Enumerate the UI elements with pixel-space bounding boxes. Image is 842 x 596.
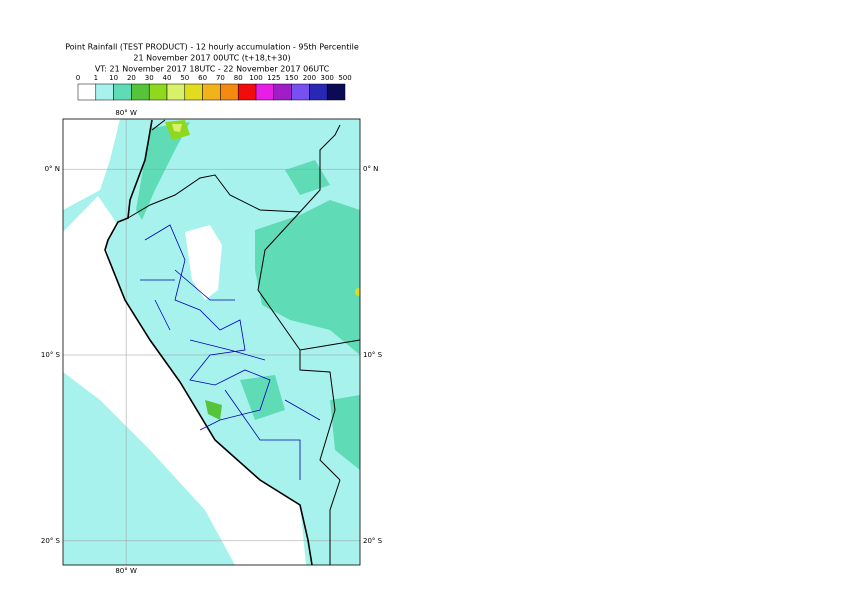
legend-label: 125 xyxy=(267,74,280,82)
title-line: VT: 21 November 2017 18UTC - 22 November… xyxy=(95,65,330,74)
titles: Point Rainfall (TEST PRODUCT) - 12 hourl… xyxy=(65,43,359,74)
wet-area xyxy=(255,200,360,355)
lat-label: 0° N xyxy=(45,165,60,173)
lon-label: 80° W xyxy=(115,567,137,575)
legend-label: 1 xyxy=(94,74,98,82)
legend-swatch xyxy=(113,83,132,101)
legend-swatch xyxy=(202,83,221,101)
legend-swatch xyxy=(131,83,150,101)
wet-area xyxy=(285,160,330,195)
wet-area xyxy=(172,124,182,132)
legend-label: 40 xyxy=(163,74,172,82)
legend-label: 80 xyxy=(234,74,243,82)
legend-swatch xyxy=(326,83,346,101)
coastline xyxy=(104,119,313,565)
lat-label: 20° S xyxy=(41,537,61,545)
wet-area xyxy=(136,122,190,220)
dry-ocean xyxy=(63,119,120,210)
legend-label: 150 xyxy=(285,74,298,82)
map xyxy=(63,119,360,565)
dry-ocean xyxy=(63,196,306,565)
lat-label: 0° N xyxy=(363,165,378,173)
legend-swatch xyxy=(184,83,203,101)
lon-label: 80° W xyxy=(115,109,137,117)
legend-label: 10 xyxy=(109,74,118,82)
legend-swatch xyxy=(309,83,328,101)
wet-area xyxy=(240,375,285,420)
title-line: Point Rainfall (TEST PRODUCT) - 12 hourl… xyxy=(65,43,359,52)
border xyxy=(127,119,360,565)
legend-label: 0 xyxy=(76,74,80,82)
legend-label: 500 xyxy=(338,74,351,82)
legend-swatch xyxy=(237,83,257,101)
wet-spot xyxy=(355,288,360,296)
legend-swatch xyxy=(291,83,310,101)
legend-swatch xyxy=(95,83,114,101)
legend: 0 1 10 20 30 40 50 60 70 80 100 125 150 200 300 500 xyxy=(76,74,352,101)
legend-label: 300 xyxy=(321,74,334,82)
map-frame xyxy=(62,118,361,566)
legend-label: 70 xyxy=(216,74,225,82)
legend-label: 50 xyxy=(180,74,189,82)
wet-area xyxy=(330,395,360,470)
legend-label: 20 xyxy=(127,74,136,82)
lat-label: 20° S xyxy=(363,537,383,545)
legend-label: 30 xyxy=(145,74,154,82)
dry-area xyxy=(185,225,222,300)
legend-label: 200 xyxy=(303,74,316,82)
legend-swatch xyxy=(273,83,292,101)
lat-label: 10° S xyxy=(363,351,383,359)
legend-swatch xyxy=(220,83,239,101)
legend-swatch xyxy=(166,83,186,101)
lat-label: 10° S xyxy=(41,351,61,359)
legend-swatch xyxy=(255,83,275,101)
region-border xyxy=(140,224,321,480)
legend-swatch xyxy=(77,83,97,101)
title-line: 21 November 2017 00UTC (t+18,t+30) xyxy=(133,54,290,63)
wet-area xyxy=(205,400,222,420)
legend-label: 100 xyxy=(249,74,262,82)
legend-swatch xyxy=(148,83,168,101)
legend-label: 60 xyxy=(198,74,207,82)
